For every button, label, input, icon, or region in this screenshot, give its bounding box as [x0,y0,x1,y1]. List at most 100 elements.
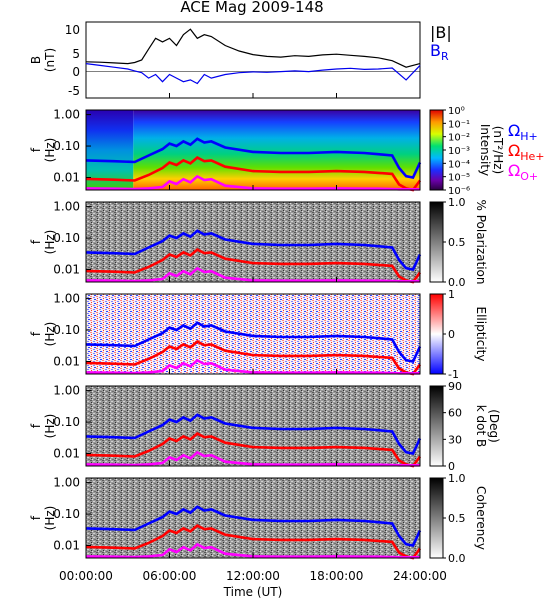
freq-ytick-label: 0.10 [53,139,80,153]
freq-ytick-label: 1.00 [53,200,80,214]
b-yaxis-ticks: 10 5 0 -5 [65,23,80,98]
colorbar [429,293,444,375]
panel-b-field: 10 5 0 -5 B (nT) |B| BR [29,21,452,99]
freq-ylabel: f [29,331,43,336]
freq-ytick-label: 1.00 [53,292,80,306]
freq-ylabel: f [29,423,43,428]
gyro-he-plus-line [85,340,422,376]
chart-title: ACE Mag 2009-148 [180,0,323,16]
colorbar-tick-label: 0.0 [448,276,466,289]
b-r-line [85,63,421,85]
gyro-legend: ΩH+ ΩHe+ ΩO+ [508,121,545,183]
freq-ylabel: f [29,239,43,244]
panel-b-frame [85,21,421,99]
colorbar-tick-label: 0.5 [448,512,466,525]
freq-ytick-label: 1.00 [53,108,80,122]
freq-ylabel: f [29,147,43,152]
gyro-h-plus-line [85,137,422,179]
legend-omega-h: ΩH+ [508,121,538,143]
gyro-he-plus-line [85,156,422,192]
colorbar-tick-label: 10⁻⁴ [448,159,470,170]
gyro-h-plus-line [85,229,422,271]
frequency-panels: 1.000.100.01f (Hz)10⁰10⁻¹10⁻²10⁻³10⁻⁴10⁻⁵… [29,106,505,565]
intensity-spectrogram-quiet [86,110,134,190]
xtick-label: 24:00:00 [393,569,447,583]
panel-coherency: 1.00 0.10 0.01 f (Hz) 1.0 0.5 0.0 Coherency [29,472,488,565]
colorbar-tick-label: 1.0 [448,472,466,485]
colorbar-tick-label: 60 [448,407,462,420]
freq-ylabel-unit: (Hz) [43,230,57,255]
colorbar-tick-label: 10⁰ [448,106,465,117]
colorbar-label: % Polarization [474,200,488,285]
colorbar-tick-label: 10⁻⁶ [448,186,470,197]
b-ylabel-unit: (nT) [43,48,57,72]
xtick-label: 18:00:00 [310,569,364,583]
colorbar-tick-label: 0.0 [448,552,466,565]
legend-omega-o: ΩO+ [508,161,538,183]
gyro-o-plus-line [85,450,420,467]
colorbar-tick-label: 10⁻² [448,133,470,144]
legend-b-r: BR [430,41,449,63]
freq-ytick-label: 1.00 [53,476,80,490]
freq-ylabel: f [29,515,43,520]
gyro-he-plus-line [85,248,422,284]
intensity-spectrogram [133,110,421,190]
gyro-o-plus-line [85,266,420,283]
freq-ytick-label: 0.01 [53,354,80,368]
freq-ylabel-unit: (Hz) [43,414,57,439]
b-total-line [85,28,421,68]
colorbar-label: Coherency [474,486,488,550]
freq-ytick-label: 0.10 [53,231,80,245]
colorbar-label: k dot B [474,405,488,447]
panel-polarization: 1.00 0.10 0.01 f (Hz) 1.0 0.5 0.0 % Polarization [29,196,488,289]
b-ytick-label: 10 [65,23,80,37]
b-ylabel: B [29,56,43,64]
panel-ellipticity: 1.00 0.10 0.01 f (Hz) 1 0 -1 Ellipticity [29,288,488,381]
xtick-label: 00:00:00 [59,569,113,583]
gyro-h-plus-line [85,413,422,455]
freq-ytick-label: 0.10 [53,507,80,521]
colorbar-tick-label: 90 [448,380,462,393]
gyro-o-plus-line [85,358,420,375]
freq-ytick-label: 0.01 [53,262,80,276]
panel-k-dot-b: 1.00 0.10 0.01 f (Hz) 90 60 30 0 k dot B (Deg) [29,380,501,473]
colorbar-tick-label: 1.0 [448,196,466,209]
xtick-label: 06:00:00 [143,569,197,583]
x-axis-label: Time (UT) [223,585,283,599]
freq-ylabel-unit: (Hz) [43,322,57,347]
colorbar-tick-label: 10⁻⁵ [448,173,470,184]
panel-intensity: 1.00 0.10 0.01 f (Hz) 10⁰ 10⁻¹ 10⁻² 10⁻³ 10⁻⁴ 10⁻⁵… [29,106,505,197]
x-axis: 00:00:00 06:00:00 12:00:00 18:00:00 24:0… [59,569,447,599]
xtick-label: 12:00:00 [226,569,280,583]
freq-ytick-label: 0.01 [53,170,80,184]
freq-ytick-label: 0.10 [53,415,80,429]
colorbar-tick-label: 10⁻¹ [448,119,470,130]
colorbar [429,109,444,191]
b-ytick-label: 5 [72,47,80,61]
colorbar-tick-label: 0.5 [448,236,466,249]
freq-ytick-label: 0.01 [53,446,80,460]
colorbar [429,385,444,467]
freq-ytick-label: 0.10 [53,323,80,337]
colorbar-tick-label: 0 [448,460,455,473]
colorbar [429,201,444,283]
colorbar-tick-label: 1 [448,288,455,301]
colorbar-label: Intensity [478,124,492,176]
freq-ylabel-unit: (Hz) [43,138,57,163]
colorbar-tick-label: 0 [448,328,455,341]
b-ytick-label: -5 [68,84,80,98]
freq-ytick-label: 0.01 [53,538,80,552]
colorbar-tick-label: -1 [448,368,459,381]
gyro-o-plus-line [85,174,420,191]
colorbar-label: Ellipticity [474,307,488,362]
spectrogram-image [86,202,420,282]
spectrogram-image [86,478,420,558]
gyro-h-plus-line [85,505,422,547]
legend-omega-he: ΩHe+ [508,141,545,163]
colorbar-tick-label: 10⁻³ [448,146,470,157]
b-ytick-label: 0 [72,65,80,79]
colorbar-unit: (nT²/Hz) [491,126,505,174]
spectrogram-image [86,294,420,374]
gyro-o-plus-line [85,542,420,559]
